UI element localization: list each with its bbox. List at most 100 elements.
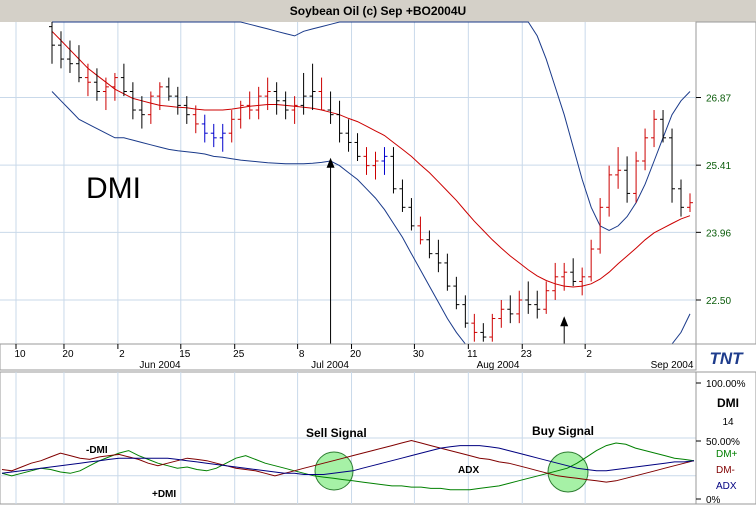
buy-signal-arrow xyxy=(560,316,569,344)
date-tick-label: 20 xyxy=(350,349,362,360)
price-bar xyxy=(336,100,343,143)
price-grid xyxy=(0,22,696,344)
price-bar xyxy=(246,91,253,120)
date-tick-label: 20 xyxy=(62,349,74,360)
price-bar xyxy=(318,77,325,111)
price-bar xyxy=(201,114,208,143)
price-bar xyxy=(354,133,361,161)
date-ticks: 10 20 2 15 25 8 20 30 11 23 2 Jun 2004 Jul 2004 Aug 2… xyxy=(14,344,694,371)
dmi-legend-entry: ADX xyxy=(716,481,737,492)
price-bar xyxy=(399,179,406,212)
price-bar xyxy=(75,45,82,83)
date-axis xyxy=(0,343,697,371)
dmi-annotation: Sell Signal xyxy=(306,426,367,440)
price-bar xyxy=(372,151,379,180)
price-bar xyxy=(111,72,118,101)
arrow-head xyxy=(560,316,569,327)
price-bar xyxy=(570,258,577,287)
price-y-tick-label: 22.50 xyxy=(706,296,731,307)
price-bar xyxy=(255,86,262,120)
dmi-annotation: ADX xyxy=(458,465,479,476)
price-bar xyxy=(291,96,298,124)
price-y-tick-label: 23.96 xyxy=(706,228,731,239)
price-bar xyxy=(615,147,622,189)
price-bar xyxy=(183,96,190,124)
price-bar xyxy=(561,262,568,291)
price-bar xyxy=(543,281,550,314)
price-bar xyxy=(264,77,271,111)
price-bar xyxy=(345,119,352,152)
price-bar xyxy=(462,295,469,328)
dmi-y-tick-label: 50.00% xyxy=(706,437,740,448)
price-bar xyxy=(444,253,451,291)
price-bar xyxy=(282,91,289,120)
sell-signal-arrow xyxy=(326,157,335,344)
price-bar xyxy=(408,198,415,231)
month-label: Jul 2004 xyxy=(311,360,349,371)
date-tick-label: 2 xyxy=(119,349,125,360)
price-panel xyxy=(0,22,756,369)
price-bar xyxy=(651,110,658,148)
date-tick-label: 15 xyxy=(179,349,191,360)
price-bar xyxy=(597,198,604,254)
price-bar xyxy=(93,68,100,101)
date-tick-label: 2 xyxy=(586,349,592,360)
price-bar xyxy=(381,147,388,175)
price-bar xyxy=(138,96,145,129)
date-tick-label: 11 xyxy=(467,349,478,360)
price-bar xyxy=(192,105,199,134)
date-tick-label: 23 xyxy=(521,349,533,360)
price-bar xyxy=(102,77,109,111)
price-bar xyxy=(678,179,685,217)
price-bar xyxy=(300,72,307,115)
price-bar xyxy=(49,22,55,64)
dmi-series-dm xyxy=(1,442,695,491)
date-tick-label: 10 xyxy=(14,349,26,360)
dmi-series-adx xyxy=(1,445,695,475)
price-bar xyxy=(633,151,640,203)
price-bar xyxy=(174,86,181,115)
dmi-y-tick-label: 0% xyxy=(706,495,721,506)
logo-text: TNT xyxy=(709,349,744,368)
month-label: Aug 2004 xyxy=(477,360,520,371)
dmi-legend-entry: DM+ xyxy=(716,449,738,460)
price-bar xyxy=(417,216,424,245)
dmi-y-axis xyxy=(695,371,756,505)
price-bar xyxy=(471,313,478,342)
dmi-overlay-label: DMI xyxy=(86,172,141,205)
price-bar xyxy=(669,128,676,203)
dmi-annotation: -DMI xyxy=(86,445,108,456)
price-bar xyxy=(606,165,613,217)
price-marks xyxy=(49,21,693,345)
price-bar xyxy=(507,295,514,324)
price-bar xyxy=(588,239,595,282)
price-bar xyxy=(327,91,334,124)
date-tick-label: 8 xyxy=(299,349,305,360)
dmi-annotation: Buy Signal xyxy=(532,424,594,438)
date-tick-label: 30 xyxy=(413,349,425,360)
dmi-y-ticks: 100.00% 50.00% 0% xyxy=(696,379,746,506)
price-bar xyxy=(660,110,667,143)
price-bar xyxy=(165,77,172,101)
price-bar xyxy=(228,110,235,143)
price-bar xyxy=(642,128,649,171)
dmi-legend: DMI 14 DM+ DM- ADX xyxy=(716,396,739,492)
dmi-annotation: +DMI xyxy=(152,489,176,500)
price-bar xyxy=(129,82,136,120)
dmi-series-dm xyxy=(1,439,695,483)
dmi-legend-entry: DM- xyxy=(716,465,735,476)
price-bar xyxy=(435,239,442,273)
dmi-legend-param: 14 xyxy=(722,417,734,428)
price-bar xyxy=(624,156,631,203)
price-bar xyxy=(363,147,370,175)
price-bar xyxy=(120,63,127,97)
price-bar xyxy=(147,91,154,124)
upper-band-line xyxy=(52,21,691,232)
price-bar xyxy=(57,31,64,69)
price-bar xyxy=(426,230,433,259)
price-bar xyxy=(309,63,316,111)
price-bar xyxy=(210,123,217,148)
price-bar xyxy=(453,276,460,310)
month-label: Sep 2004 xyxy=(651,360,694,371)
price-y-ticks: 26.87 25.41 23.96 22.50 xyxy=(696,94,731,307)
